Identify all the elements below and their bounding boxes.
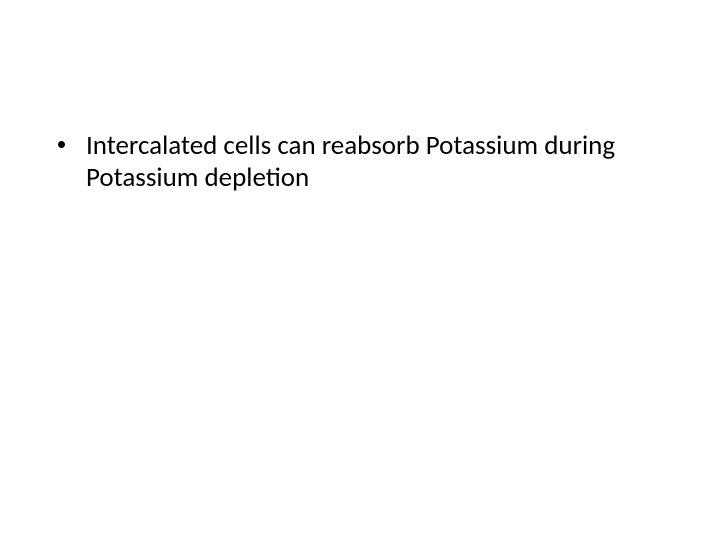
- bullet-list: Intercalated cells can reabsorb Potassiu…: [50, 130, 670, 195]
- slide-container: Intercalated cells can reabsorb Potassiu…: [0, 0, 720, 540]
- bullet-marker-icon: [58, 141, 65, 148]
- list-item: Intercalated cells can reabsorb Potassiu…: [50, 130, 670, 195]
- bullet-text: Intercalated cells can reabsorb Potassiu…: [86, 129, 615, 194]
